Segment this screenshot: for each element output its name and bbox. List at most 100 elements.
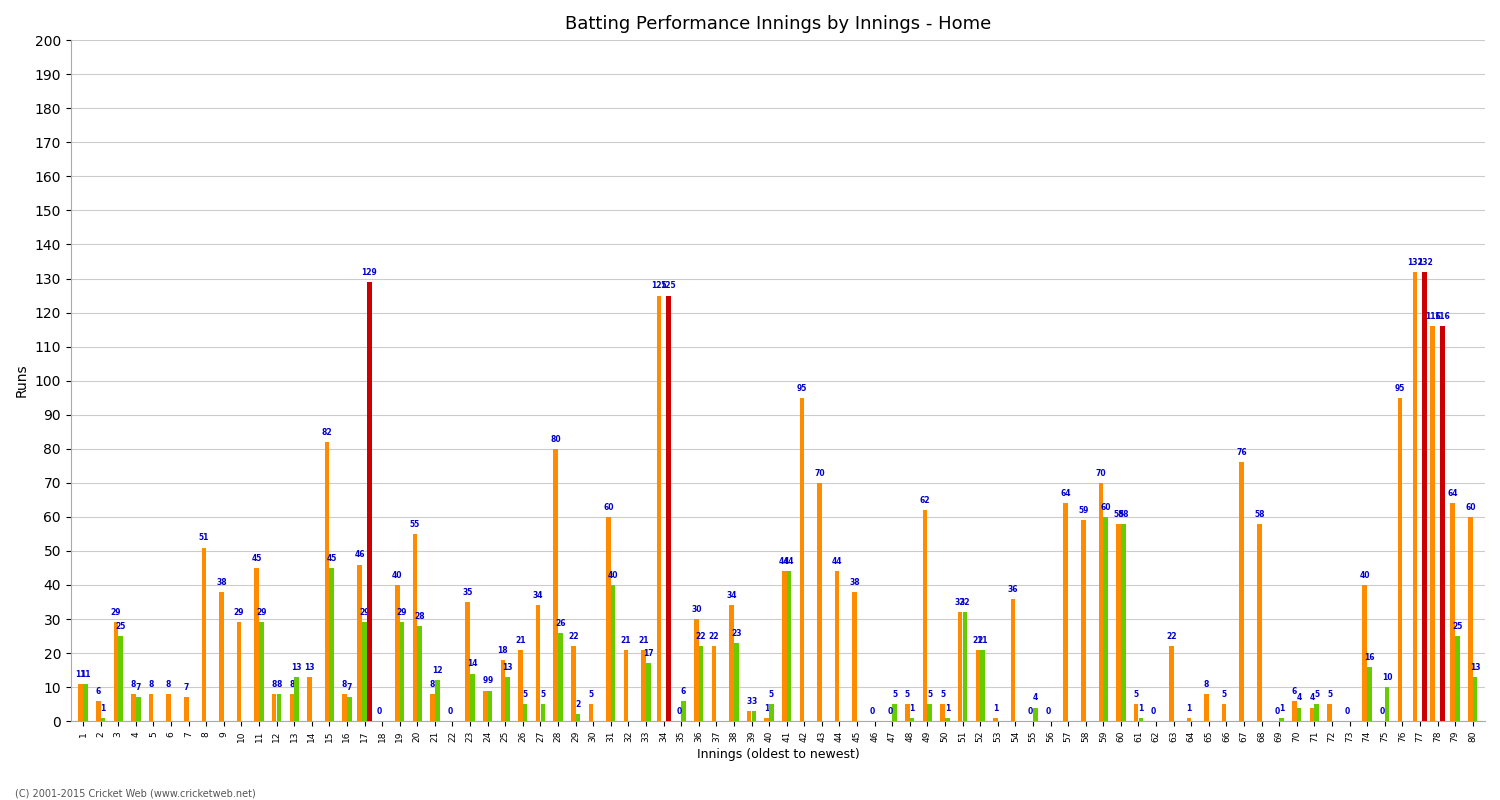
Bar <box>1134 704 1138 722</box>
Text: 14: 14 <box>466 659 477 669</box>
Bar <box>1473 677 1478 722</box>
Text: 23: 23 <box>730 629 741 638</box>
Text: 5: 5 <box>1134 690 1138 699</box>
Text: 0: 0 <box>1380 707 1384 716</box>
Text: 22: 22 <box>696 632 706 641</box>
Bar <box>1413 272 1418 722</box>
Text: 8: 8 <box>148 680 154 689</box>
Text: 70: 70 <box>815 469 825 478</box>
Bar <box>290 694 294 722</box>
Text: 1: 1 <box>1138 704 1143 713</box>
Text: 22: 22 <box>708 632 718 641</box>
Text: 21: 21 <box>978 635 988 645</box>
Bar <box>1362 585 1366 722</box>
Text: 45: 45 <box>252 554 262 563</box>
Text: 21: 21 <box>621 635 632 645</box>
Bar <box>1431 326 1436 722</box>
Bar <box>100 718 105 722</box>
Bar <box>904 704 909 722</box>
Bar <box>294 677 298 722</box>
Text: 64: 64 <box>1060 489 1071 498</box>
Text: 44: 44 <box>778 558 789 566</box>
Text: 58: 58 <box>1118 510 1128 518</box>
Bar <box>465 602 470 722</box>
Text: 29: 29 <box>256 608 267 618</box>
Text: 8: 8 <box>290 680 294 689</box>
Text: 5: 5 <box>904 690 910 699</box>
Text: 29: 29 <box>234 608 244 618</box>
Text: 3: 3 <box>752 697 756 706</box>
Text: 82: 82 <box>321 428 333 437</box>
Bar <box>308 677 312 722</box>
Text: 95: 95 <box>796 383 807 393</box>
Text: 125: 125 <box>651 282 666 290</box>
Bar <box>1168 646 1173 722</box>
Bar <box>1082 520 1086 722</box>
Bar <box>1310 707 1314 722</box>
Bar <box>734 643 738 722</box>
Text: 17: 17 <box>644 650 654 658</box>
Text: 95: 95 <box>1395 383 1406 393</box>
Bar <box>1138 718 1143 722</box>
Text: 5: 5 <box>1314 690 1320 699</box>
Text: 0: 0 <box>1150 707 1156 716</box>
Text: (C) 2001-2015 Cricket Web (www.cricketweb.net): (C) 2001-2015 Cricket Web (www.cricketwe… <box>15 788 255 798</box>
Bar <box>558 633 562 722</box>
Text: 26: 26 <box>555 618 566 627</box>
Y-axis label: Runs: Runs <box>15 364 28 398</box>
Text: 1: 1 <box>993 704 998 713</box>
Bar <box>1186 718 1191 722</box>
Text: 1: 1 <box>1280 704 1284 713</box>
Bar <box>606 517 610 722</box>
Bar <box>518 650 522 722</box>
Text: 34: 34 <box>726 591 736 600</box>
Bar <box>788 571 792 722</box>
Bar <box>910 718 915 722</box>
Text: 0: 0 <box>376 707 382 716</box>
Bar <box>1450 503 1455 722</box>
Text: 38: 38 <box>216 578 226 586</box>
Text: 40: 40 <box>392 571 402 580</box>
Text: 4: 4 <box>1296 694 1302 702</box>
Bar <box>694 619 699 722</box>
Bar <box>588 704 592 722</box>
Text: 5: 5 <box>588 690 594 699</box>
Bar <box>993 718 998 722</box>
Bar <box>136 698 141 722</box>
Bar <box>1366 666 1372 722</box>
Bar <box>770 704 774 722</box>
X-axis label: Innings (oldest to newest): Innings (oldest to newest) <box>696 748 859 761</box>
Text: 55: 55 <box>410 520 420 529</box>
Text: 13: 13 <box>1470 663 1480 672</box>
Bar <box>272 694 276 722</box>
Bar <box>357 565 362 722</box>
Bar <box>118 636 123 722</box>
Text: 25: 25 <box>1452 622 1462 631</box>
Text: 5: 5 <box>1221 690 1227 699</box>
Bar <box>417 626 422 722</box>
Bar <box>958 612 963 722</box>
Text: 1: 1 <box>909 704 915 713</box>
Text: 44: 44 <box>833 558 843 566</box>
Bar <box>752 711 756 722</box>
Bar <box>1257 524 1262 722</box>
Bar <box>836 571 840 722</box>
Bar <box>852 592 856 722</box>
Bar <box>1034 707 1038 722</box>
Bar <box>260 622 264 722</box>
Text: 7: 7 <box>346 683 352 692</box>
Text: 51: 51 <box>198 534 208 542</box>
Bar <box>362 622 368 722</box>
Text: 60: 60 <box>1101 502 1112 512</box>
Text: 5: 5 <box>522 690 528 699</box>
Text: 59: 59 <box>1078 506 1089 515</box>
Bar <box>1120 524 1125 722</box>
Text: 22: 22 <box>568 632 579 641</box>
Text: 62: 62 <box>920 496 930 505</box>
Bar <box>184 698 189 722</box>
Bar <box>346 698 351 722</box>
Text: 29: 29 <box>111 608 122 618</box>
Bar <box>78 684 82 722</box>
Text: 21: 21 <box>639 635 650 645</box>
Text: 6: 6 <box>681 686 686 696</box>
